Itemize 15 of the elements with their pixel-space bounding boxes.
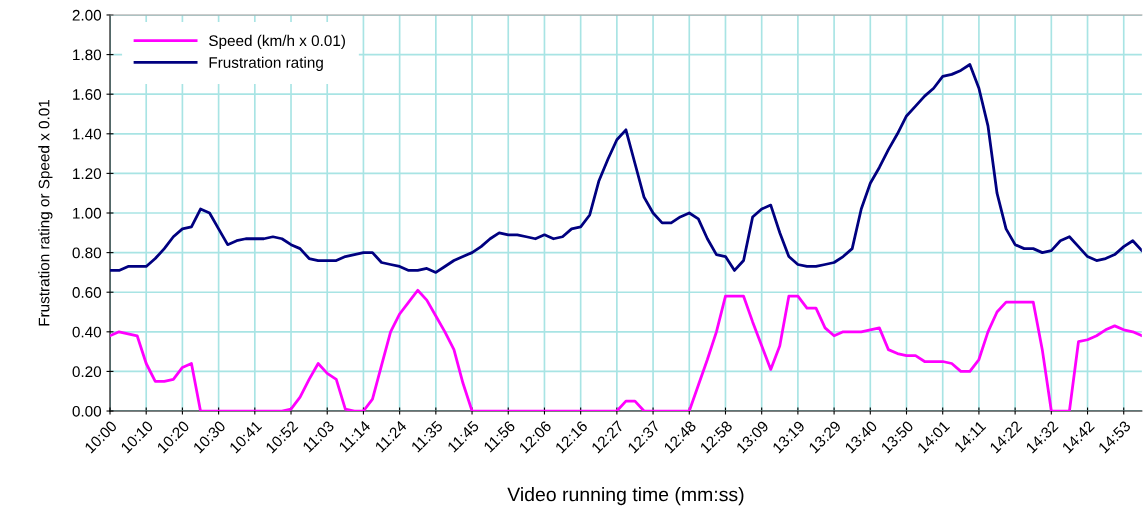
y-tick-label: 1.20: [73, 168, 102, 180]
y-tick-label: 1.60: [73, 89, 102, 100]
y-tick-label: 2.00: [72, 9, 102, 21]
y-tick-label: 0.80: [72, 247, 102, 259]
y-tick-label: 0.40: [72, 326, 102, 338]
legend-label: Frustration rating: [209, 56, 323, 71]
y-tick-label: 0.00: [72, 405, 102, 417]
legend-label: Speed (km/h x 0.01): [209, 34, 345, 50]
y-tick-label: 0.60: [72, 287, 102, 298]
y-tick-label: 0.20: [72, 366, 102, 378]
y-tick-label: 1.00: [73, 207, 102, 219]
y-tick-label: 1.80: [73, 49, 102, 61]
x-axis-title: Video running time (mm:ss): [507, 487, 744, 506]
y-tick-label: 1.40: [73, 128, 102, 140]
y-axis-title: Frustration rating or Speed x 0.01: [38, 99, 53, 326]
